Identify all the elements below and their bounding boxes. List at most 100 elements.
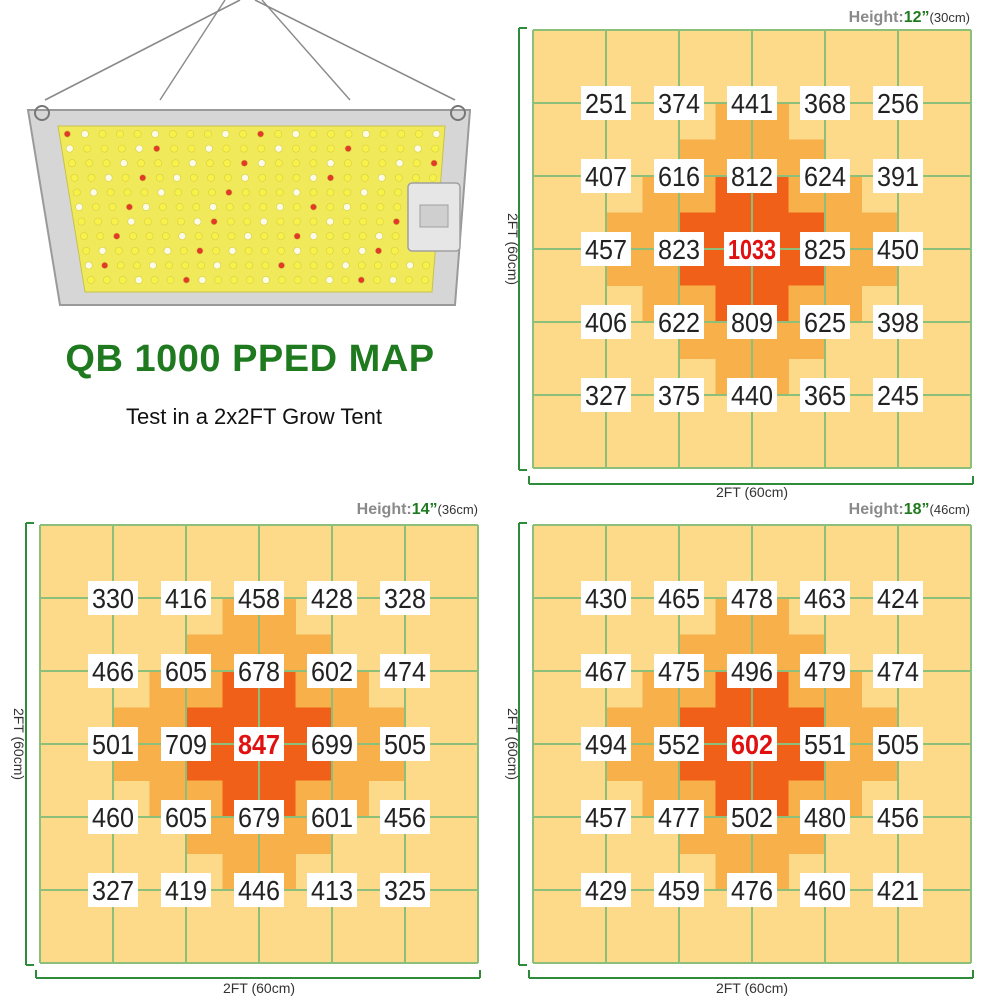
led-red: [153, 145, 161, 153]
ppfd-value: 374: [658, 88, 700, 119]
led-white: [261, 276, 270, 284]
led-white: [274, 159, 283, 168]
value-label-box: [654, 378, 704, 412]
value-label-box: [234, 800, 284, 834]
value-label-box: [307, 581, 357, 615]
ppfd-value: 812: [731, 161, 773, 192]
led-white: [179, 246, 188, 255]
value-label-box: [727, 159, 777, 193]
value-label-box: [581, 86, 631, 120]
led-white: [344, 130, 353, 138]
led-white: [135, 144, 144, 153]
value-label-box: [873, 86, 923, 120]
value-label-box: [88, 873, 138, 907]
value-label-box: [654, 800, 704, 834]
ppfd-value: 709: [165, 729, 207, 760]
led-white: [258, 173, 267, 182]
value-label-box: [727, 581, 777, 615]
ppfd-value: 368: [804, 88, 846, 119]
value-label-box: [654, 654, 704, 688]
led-red: [101, 261, 109, 269]
led-white: [171, 159, 180, 168]
value-label-box: [724, 232, 780, 266]
led-white: [341, 276, 350, 284]
led-white: [208, 188, 216, 197]
led-red: [293, 232, 301, 240]
hanging-wire-center-right: [261, 0, 351, 101]
led-white: [92, 203, 100, 211]
value-label-box: [654, 873, 704, 907]
led-white: [229, 261, 238, 270]
ppfd-value: 325: [384, 875, 426, 906]
led-red: [139, 174, 147, 182]
ppfd-value: 494: [585, 729, 627, 760]
value-label-box: [800, 232, 850, 266]
led-white: [293, 276, 302, 284]
led-white: [123, 188, 132, 197]
led-white: [359, 203, 368, 211]
led-white: [243, 217, 252, 226]
ppfd-value: 605: [165, 802, 207, 833]
ppfd-value: 416: [165, 583, 207, 614]
led-white: [127, 217, 136, 226]
led-red: [430, 159, 438, 167]
ppfd-value: 475: [658, 656, 700, 687]
ppfd-value: 327: [92, 875, 134, 906]
ppfd-value: 467: [585, 656, 627, 687]
ppfd-value: 430: [585, 583, 627, 614]
ppfd-value: 478: [731, 583, 773, 614]
ppfd-value: 505: [384, 729, 426, 760]
led-white: [291, 130, 300, 138]
ppfd-value: 421: [877, 875, 919, 906]
led-white: [274, 144, 283, 153]
value-label-box: [727, 654, 777, 688]
ppfd-value: 251: [585, 88, 627, 119]
led-red: [225, 188, 233, 196]
ppfd-value: 551: [804, 729, 846, 760]
led-white: [178, 232, 187, 241]
ppfd-value: 457: [585, 802, 627, 833]
ppfd-value: 460: [804, 875, 846, 906]
led-white: [80, 232, 88, 241]
led-white: [362, 130, 370, 138]
led-white: [341, 261, 350, 270]
ppfd-value: 552: [658, 729, 700, 760]
led-white: [394, 173, 403, 182]
led-white: [129, 232, 137, 241]
led-white: [106, 188, 115, 197]
led-white: [292, 159, 301, 168]
led-white: [155, 173, 164, 182]
led-white: [413, 144, 422, 153]
value-label-box: [873, 873, 923, 907]
led-white: [277, 246, 285, 255]
ppfd-value: 699: [311, 729, 353, 760]
led-white: [118, 144, 126, 153]
led-white: [406, 261, 414, 270]
value-label-box: [800, 800, 850, 834]
led-white: [342, 232, 351, 241]
led-white: [275, 173, 284, 182]
led-white: [378, 159, 387, 168]
hanging-wire-left: [44, 0, 241, 101]
height-inches: 14”: [412, 501, 438, 518]
center-ppfd-value: 1033: [728, 234, 776, 265]
led-white: [121, 173, 130, 182]
y-axis-label: 2FT (60cm): [11, 708, 27, 780]
led-white: [309, 232, 318, 241]
value-label-box: [581, 305, 631, 339]
led-white: [309, 144, 318, 153]
value-label-box: [307, 654, 357, 688]
ppfd-value: 480: [804, 802, 846, 833]
height-cm: (46cm): [930, 502, 970, 517]
led-white: [246, 276, 254, 284]
led-white: [223, 159, 232, 168]
led-white: [157, 188, 166, 197]
led-red: [196, 247, 204, 255]
led-white: [358, 232, 367, 241]
led-white: [326, 144, 335, 153]
ppfd-value: 457: [585, 234, 627, 265]
led-white: [114, 246, 123, 255]
led-white: [158, 203, 167, 211]
